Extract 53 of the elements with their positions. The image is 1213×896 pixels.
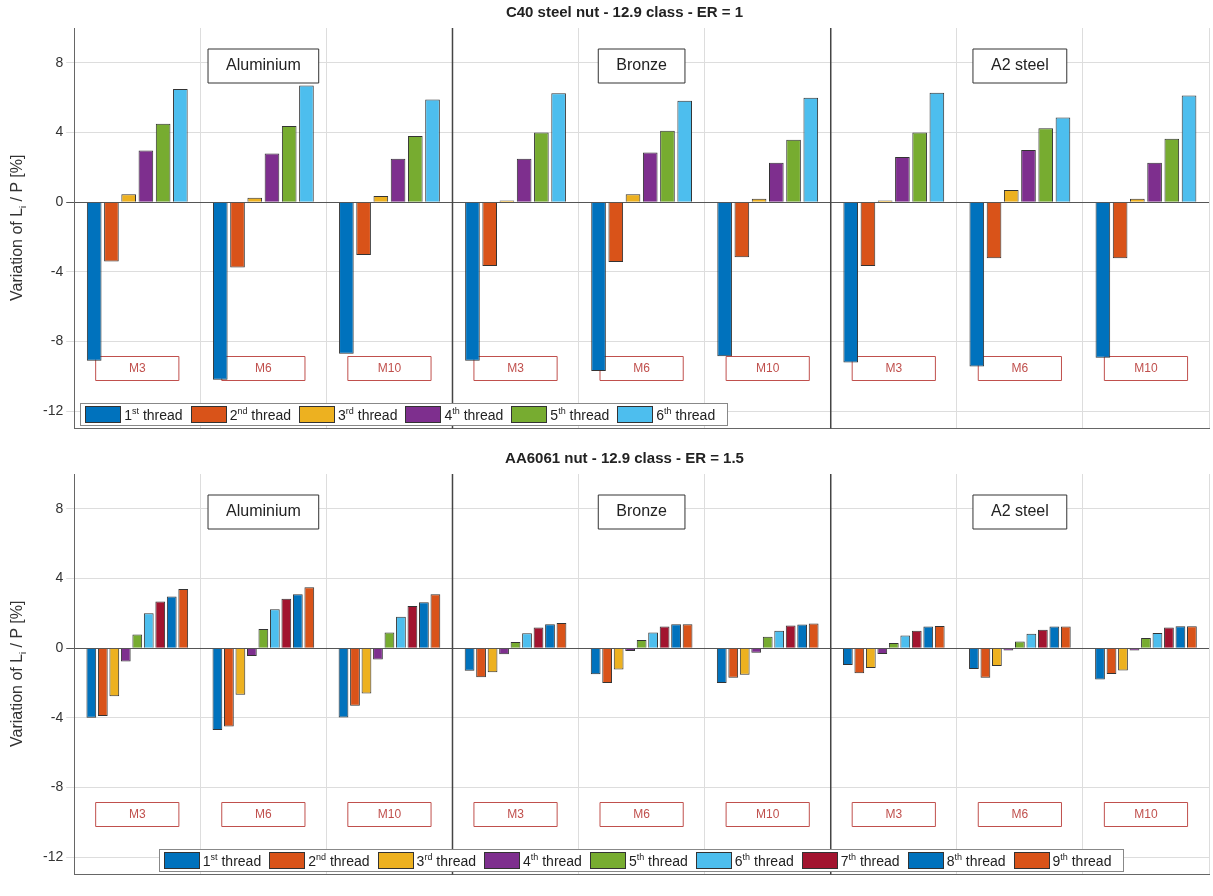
x-tick-label: M10 [1134, 806, 1158, 821]
legend-label: 3$^{rd}$ thread [338, 405, 398, 423]
legend-label: 5$^{th}$ thread [628, 851, 688, 869]
x-tick-label: M10 [1134, 360, 1158, 375]
legend-label: 6$^{th}$ thread [734, 851, 794, 869]
y-tick-label: -12 [43, 848, 64, 865]
annotation: Bronze [616, 56, 668, 74]
x-tick-label: M10 [756, 360, 780, 375]
y-tick-label: -4 [50, 708, 64, 725]
y-tick-label: -8 [50, 778, 64, 795]
annotation: A2 steel [990, 502, 1049, 520]
x-tick-label: M3 [507, 806, 525, 821]
y-tick-label: 0 [55, 193, 64, 210]
y-tick-label: 8 [55, 53, 64, 70]
y-tick-label: -8 [50, 332, 64, 349]
legend-label: 4$^{th}$ thread [444, 405, 504, 423]
x-tick-label: M6 [1011, 806, 1029, 821]
y-tick-label: -4 [50, 262, 64, 279]
x-tick-label: M3 [128, 806, 146, 821]
legend-label: 4$^{th}$ thread [523, 851, 582, 869]
y-tick-label: 0 [55, 639, 64, 656]
x-tick-label: M6 [255, 806, 273, 821]
legend-label: 1$^{st}$ thread [124, 405, 183, 423]
x-tick-label: M3 [885, 806, 903, 821]
annotation: Aluminium [226, 56, 301, 74]
legend-label: 6$^{th}$ thread [656, 405, 716, 423]
x-tick-label: M6 [255, 360, 273, 375]
x-tick-label: M6 [633, 806, 651, 821]
legend-label: 7$^{th}$ thread [840, 851, 900, 869]
legend-label: 2$^{nd}$ thread [229, 405, 292, 423]
annotation: Bronze [616, 502, 668, 520]
y-tick-label: 4 [55, 569, 64, 586]
y-tick-label: 8 [55, 499, 64, 516]
x-tick-label: M3 [885, 360, 903, 375]
x-tick-label: M10 [377, 360, 402, 375]
x-tick-label: M6 [633, 360, 651, 375]
annotation: Aluminium [226, 502, 301, 520]
y-tick-label: -12 [43, 402, 64, 419]
x-tick-label: M3 [128, 360, 146, 375]
legend-label: 1$^{st}$ thread [202, 851, 262, 869]
chart-title: C40 steel nut - 12.9 class - ER = 1 [505, 3, 744, 21]
x-tick-label: M3 [507, 360, 525, 375]
x-tick-label: M6 [1011, 360, 1029, 375]
legend-label: 5$^{th}$ thread [550, 405, 610, 423]
legend-label: 9$^{th}$ thread [1052, 851, 1112, 869]
legend-label: 3$^{rd}$ thread [416, 851, 476, 869]
x-tick-label: M10 [377, 806, 402, 821]
x-tick-label: M10 [756, 806, 780, 821]
legend-label: 2$^{nd}$ thread [308, 851, 370, 869]
chart-title: AA6061 nut - 12.9 class - ER = 1.5 [505, 449, 744, 467]
annotation: A2 steel [990, 56, 1049, 74]
y-tick-label: 4 [55, 123, 64, 140]
legend-label: 8$^{th}$ thread [946, 851, 1006, 869]
